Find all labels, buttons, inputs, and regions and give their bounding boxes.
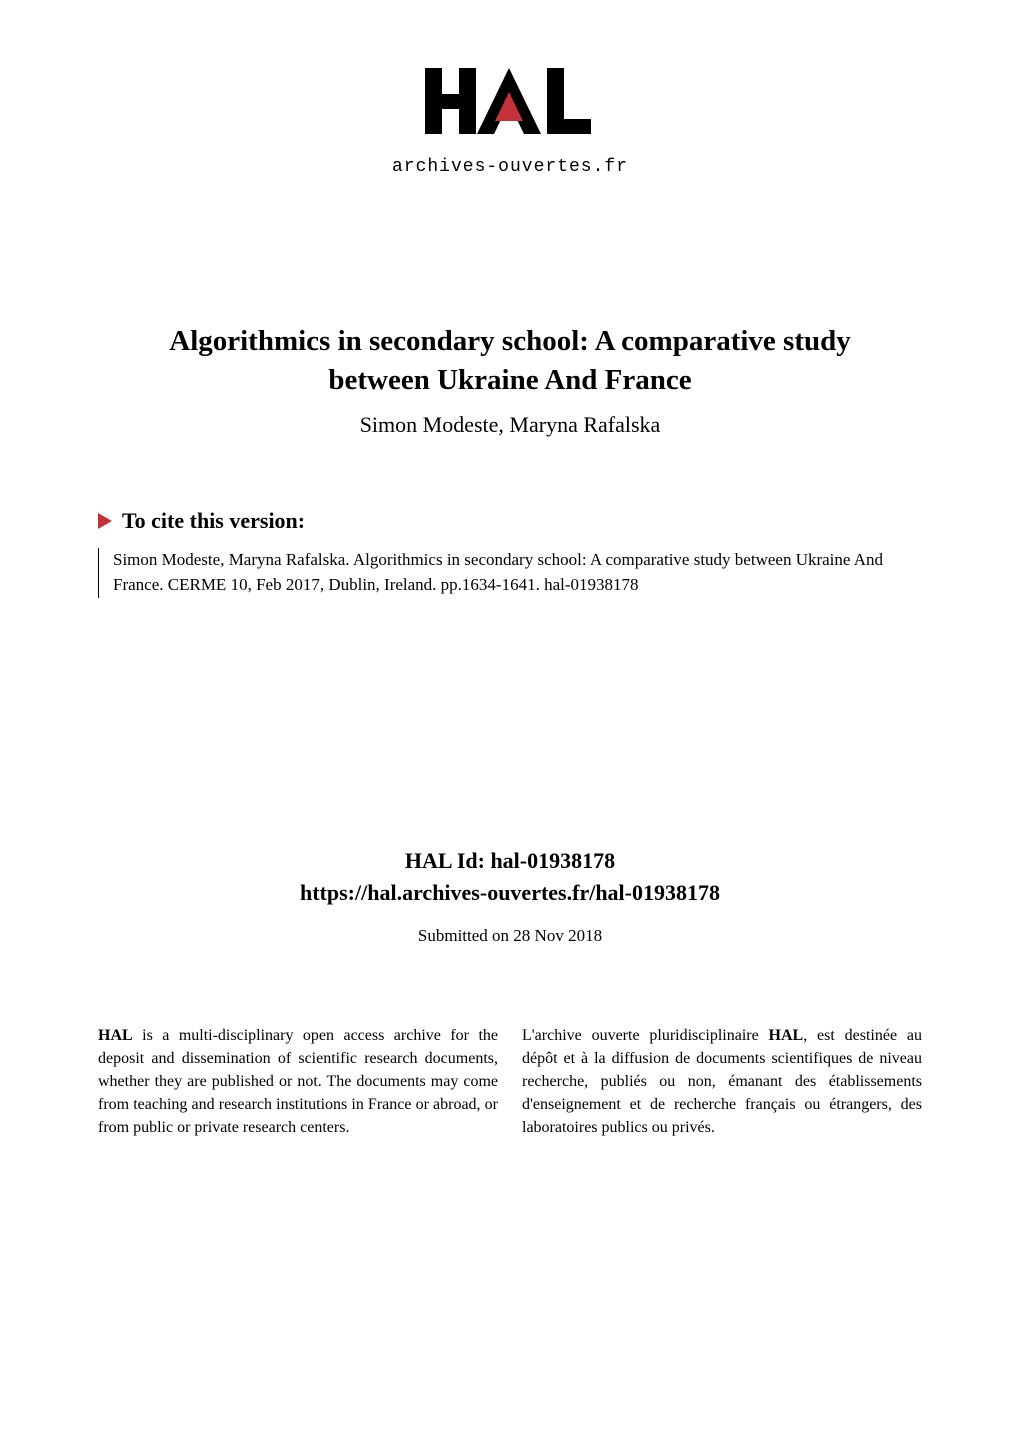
cite-heading: To cite this version: xyxy=(98,508,922,534)
hal-id: HAL Id: hal-01938178 xyxy=(0,848,1020,874)
cite-heading-text: To cite this version: xyxy=(122,508,305,534)
hal-logo-tagline: archives-ouvertes.fr xyxy=(0,157,1020,177)
left-lead: HAL xyxy=(98,1027,133,1044)
cite-section: To cite this version: Simon Modeste, Mar… xyxy=(0,508,1020,597)
title-section: Algorithmics in secondary school: A comp… xyxy=(0,322,1020,438)
description-right-column: L'archive ouverte pluridisciplinaire HAL… xyxy=(522,1024,922,1140)
hal-logo xyxy=(425,68,595,151)
triangle-right-icon xyxy=(98,513,112,529)
paper-authors: Simon Modeste, Maryna Rafalska xyxy=(70,412,950,438)
left-body: is a multi-disciplinary open access arch… xyxy=(98,1027,498,1137)
hal-logo-svg xyxy=(425,68,595,146)
paper-title-line1: Algorithmics in secondary school: A comp… xyxy=(169,325,851,357)
description-columns: HAL is a multi-disciplinary open access … xyxy=(0,1024,1020,1140)
cite-body: Simon Modeste, Maryna Rafalska. Algorith… xyxy=(98,548,922,597)
paper-title: Algorithmics in secondary school: A comp… xyxy=(70,322,950,400)
hal-submitted-date: Submitted on 28 Nov 2018 xyxy=(0,926,1020,946)
right-lead: HAL xyxy=(769,1027,804,1044)
right-pre: L'archive ouverte pluridisciplinaire xyxy=(522,1027,769,1044)
hal-id-section: HAL Id: hal-01938178 https://hal.archive… xyxy=(0,848,1020,946)
description-left-column: HAL is a multi-disciplinary open access … xyxy=(98,1024,498,1140)
hal-url: https://hal.archives-ouvertes.fr/hal-019… xyxy=(0,880,1020,906)
hal-logo-block: archives-ouvertes.fr xyxy=(0,0,1020,177)
paper-title-line2: between Ukraine And France xyxy=(328,364,691,396)
